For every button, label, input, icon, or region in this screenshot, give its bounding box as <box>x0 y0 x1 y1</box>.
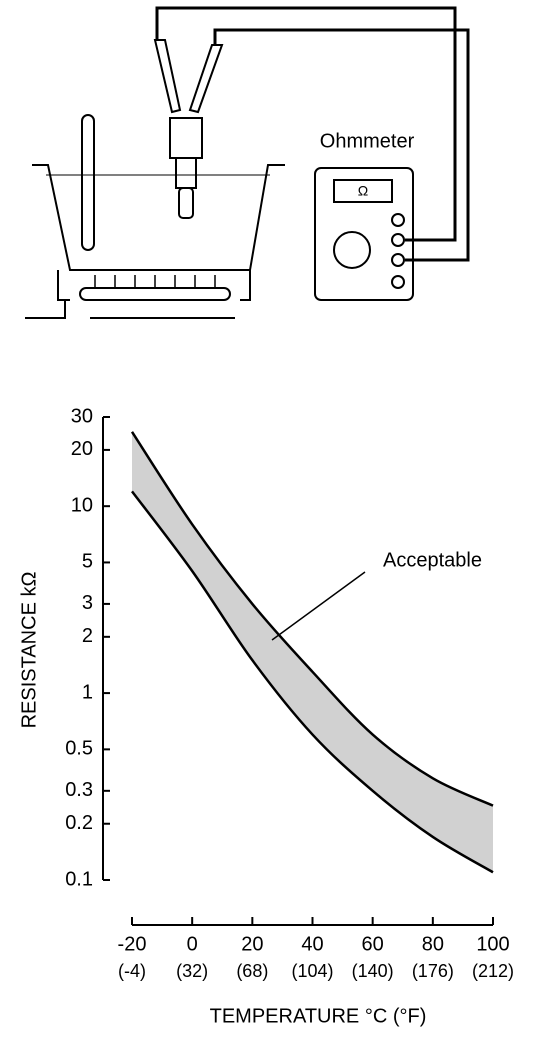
x-tick-label: 60 <box>362 933 384 955</box>
curve <box>130 431 494 807</box>
x-tick-label: 80 <box>422 933 444 955</box>
burner <box>25 270 251 319</box>
x-tick-label: 100 <box>476 933 509 955</box>
y-tick-label: 0.5 <box>65 738 93 760</box>
curve <box>131 490 494 874</box>
diagram-label: Ohmmeter <box>320 130 415 152</box>
x-tick-label: -20 <box>118 933 147 955</box>
y-tick-label: 20 <box>71 438 93 460</box>
y-tick-label: 10 <box>71 494 93 516</box>
terminal <box>391 275 405 289</box>
y-tick-label: 1 <box>82 681 93 703</box>
x-secondary-label: (-4) <box>118 961 146 981</box>
terminal <box>391 233 405 247</box>
annotation-arrow <box>271 571 366 641</box>
meter <box>314 167 414 301</box>
chart: 0.1 0.2 0.3 0.5 1 2 3 5 10 20 30 -20 (-4) 0 (32) 20 (68)… <box>65 405 514 980</box>
x-tick-label: 20 <box>241 933 263 955</box>
y-tick-label: 0.3 <box>65 779 93 801</box>
probe <box>188 44 224 114</box>
x-secondary-label: (104) <box>291 961 333 981</box>
meter-symbol: Ω <box>358 183 368 199</box>
sensor <box>178 187 194 219</box>
x-secondary-label: (212) <box>472 961 514 981</box>
wire <box>155 6 457 242</box>
y-tick-label: 0.1 <box>65 868 93 890</box>
pot <box>32 164 285 271</box>
y-axis-title: RESISTANCE kΩ <box>18 572 40 729</box>
y-tick-label: 5 <box>82 551 93 573</box>
y-tick-label: 0.2 <box>65 812 93 834</box>
test-diagram: Ω Ohmmeter <box>25 6 470 319</box>
y-tick-label: 3 <box>82 592 93 614</box>
annotation: Acceptable <box>383 549 482 571</box>
sensor <box>175 157 197 189</box>
wire <box>213 28 470 262</box>
meter-dial <box>333 231 371 269</box>
flame <box>94 275 216 288</box>
x-secondary-label: (176) <box>412 961 454 981</box>
x-secondary-label: (68) <box>236 961 268 981</box>
terminal <box>391 253 405 267</box>
terminal <box>391 213 405 227</box>
acceptable-band <box>132 431 493 873</box>
meter-screen <box>333 179 393 203</box>
x-secondary-label: (32) <box>176 961 208 981</box>
x-tick-label: 0 <box>187 933 198 955</box>
x-secondary-label: (140) <box>352 961 394 981</box>
y-tick-label: 30 <box>71 405 93 427</box>
x-axis-title: TEMPERATURE °C (°F) <box>210 1005 427 1027</box>
burner <box>79 287 231 301</box>
y-tick-label: 2 <box>82 625 93 647</box>
x-tick-label: 40 <box>301 933 323 955</box>
thermometer <box>81 114 95 251</box>
probe <box>153 39 182 114</box>
sensor <box>169 117 203 159</box>
